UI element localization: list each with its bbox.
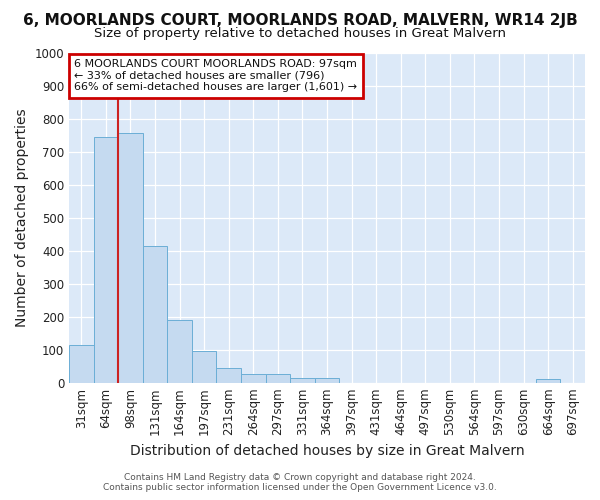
Bar: [290, 378, 315, 382]
Bar: [94, 136, 118, 382]
Bar: [118, 134, 143, 382]
X-axis label: Distribution of detached houses by size in Great Malvern: Distribution of detached houses by size …: [130, 444, 524, 458]
Bar: [143, 246, 167, 382]
Bar: [536, 380, 560, 382]
Bar: [315, 378, 340, 382]
Y-axis label: Number of detached properties: Number of detached properties: [15, 108, 29, 327]
Text: 6, MOORLANDS COURT, MOORLANDS ROAD, MALVERN, WR14 2JB: 6, MOORLANDS COURT, MOORLANDS ROAD, MALV…: [23, 12, 577, 28]
Bar: [217, 368, 241, 382]
Bar: [266, 374, 290, 382]
Text: 6 MOORLANDS COURT MOORLANDS ROAD: 97sqm
← 33% of detached houses are smaller (79: 6 MOORLANDS COURT MOORLANDS ROAD: 97sqm …: [74, 59, 358, 92]
Bar: [192, 352, 217, 382]
Bar: [167, 320, 192, 382]
Text: Size of property relative to detached houses in Great Malvern: Size of property relative to detached ho…: [94, 28, 506, 40]
Bar: [69, 344, 94, 383]
Text: Contains HM Land Registry data © Crown copyright and database right 2024.
Contai: Contains HM Land Registry data © Crown c…: [103, 473, 497, 492]
Bar: [241, 374, 266, 382]
